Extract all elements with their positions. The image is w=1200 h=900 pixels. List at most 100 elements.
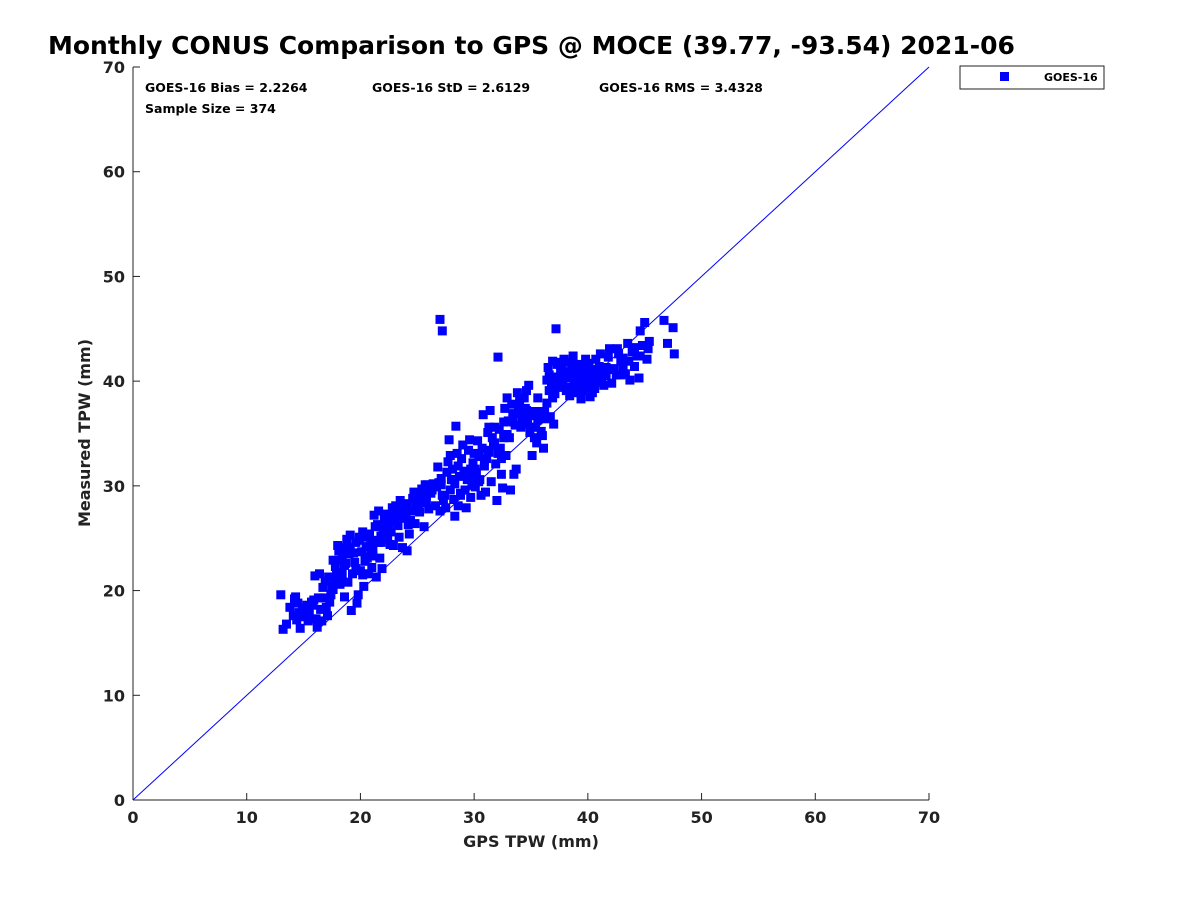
data-point	[317, 616, 327, 626]
data-point	[542, 375, 552, 385]
data-point	[443, 457, 453, 467]
data-point	[468, 471, 478, 481]
data-point	[669, 349, 679, 359]
data-point	[393, 521, 403, 531]
y-axis-label: Measured TPW (mm)	[75, 339, 94, 527]
data-point	[304, 609, 314, 619]
data-point	[445, 451, 455, 460]
data-point	[326, 590, 336, 600]
data-point	[514, 401, 523, 411]
data-point	[376, 531, 386, 541]
data-point	[502, 430, 512, 439]
data-point	[402, 546, 412, 556]
data-point	[623, 338, 633, 348]
data-point	[524, 380, 534, 390]
data-point	[542, 398, 552, 408]
data-point	[383, 534, 393, 544]
data-point	[312, 622, 322, 632]
data-point	[452, 448, 462, 458]
data-point	[402, 501, 412, 511]
data-point	[548, 393, 558, 403]
data-point	[465, 435, 475, 445]
x-tick-label: 30	[463, 808, 485, 827]
data-point	[630, 362, 639, 371]
data-point	[659, 315, 669, 325]
data-point	[330, 562, 340, 571]
data-point	[371, 572, 381, 582]
data-point	[478, 410, 488, 420]
data-point	[479, 461, 489, 471]
data-point	[601, 363, 611, 372]
data-point	[395, 496, 405, 505]
data-point	[522, 386, 531, 396]
x-tick-label: 60	[804, 808, 826, 827]
data-point	[457, 454, 467, 464]
data-point	[572, 380, 581, 390]
data-point	[321, 602, 331, 612]
data-point	[624, 356, 634, 366]
rms-stat: GOES-16 RMS = 3.4328	[599, 80, 763, 95]
data-point	[348, 569, 357, 579]
data-point	[437, 490, 447, 500]
y-tick-label: 20	[103, 582, 125, 601]
data-point	[502, 393, 512, 403]
data-point	[444, 435, 454, 445]
data-point	[483, 445, 493, 455]
data-point	[412, 490, 422, 500]
data-point	[642, 354, 652, 364]
data-point	[358, 570, 368, 580]
data-point	[448, 475, 457, 485]
data-point	[593, 370, 603, 380]
data-point	[411, 496, 421, 505]
data-point	[468, 458, 478, 468]
data-point	[370, 522, 380, 532]
data-point	[404, 529, 414, 539]
data-point	[543, 363, 553, 372]
data-point	[351, 564, 361, 574]
data-point	[438, 496, 448, 505]
y-tick-label: 0	[114, 791, 125, 810]
data-point	[357, 547, 367, 557]
data-point	[451, 421, 461, 431]
data-point	[531, 422, 540, 432]
data-point	[396, 511, 406, 521]
data-point	[345, 530, 355, 540]
data-point	[323, 611, 332, 621]
data-point	[551, 324, 561, 334]
data-point	[456, 490, 465, 500]
data-point	[345, 543, 355, 553]
data-point	[616, 370, 626, 380]
data-point	[493, 448, 503, 458]
data-point	[350, 557, 360, 567]
data-point	[635, 351, 645, 361]
data-point	[349, 548, 359, 558]
data-point	[441, 503, 451, 513]
data-point	[477, 443, 487, 453]
data-point	[558, 378, 568, 388]
data-point	[537, 431, 547, 441]
data-point	[343, 577, 353, 587]
data-point	[578, 386, 588, 396]
data-point	[612, 344, 622, 354]
data-point	[380, 509, 390, 519]
x-tick-label: 40	[577, 808, 599, 827]
data-point	[605, 344, 614, 354]
data-point	[334, 555, 344, 565]
data-point	[423, 480, 432, 490]
data-point	[494, 424, 504, 434]
data-point	[319, 593, 329, 603]
legend-label-goes16: GOES-16	[1044, 71, 1098, 84]
data-point	[597, 375, 606, 385]
data-point	[442, 467, 452, 477]
x-tick-label: 70	[918, 808, 940, 827]
data-point	[450, 511, 460, 521]
data-point	[492, 496, 502, 505]
data-point	[340, 592, 349, 602]
data-point	[458, 440, 468, 450]
data-point	[460, 485, 470, 495]
data-point	[515, 409, 525, 419]
data-point	[473, 436, 483, 446]
data-point	[668, 323, 678, 333]
data-point	[603, 352, 613, 362]
